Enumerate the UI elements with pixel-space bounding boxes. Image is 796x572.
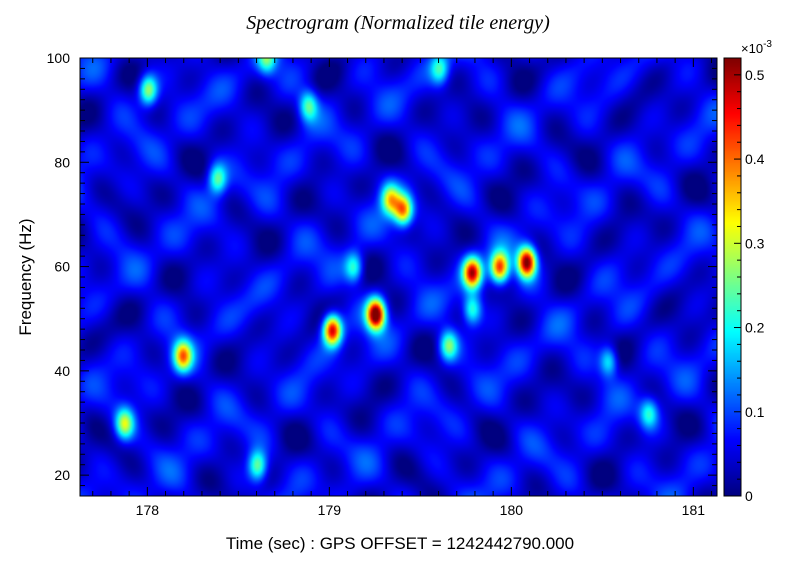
y-tick-label: 80: [54, 154, 70, 170]
colorbar-tick-label: 0.2: [745, 320, 765, 336]
y-tick-label: 60: [54, 259, 70, 275]
y-tick-label: 40: [54, 363, 70, 379]
x-axis-label: Time (sec) : GPS OFFSET = 1242442790.000: [225, 534, 575, 553]
y-axis: 20 40 60 80 100: [47, 50, 717, 497]
colorbar-exponent-power: -3: [763, 39, 772, 50]
y-axis-label: Frequency (Hz): [16, 218, 35, 336]
colorbar-tick-label: 0.4: [745, 151, 765, 167]
x-tick-label: 181: [682, 502, 706, 518]
x-axis: 178 179 180 181: [92, 58, 713, 518]
colorbar-exponent-base: ×10: [741, 41, 763, 56]
x-tick-label: 180: [500, 502, 524, 518]
colorbar-tick-label: 0.1: [745, 404, 765, 420]
y-tick-label: 100: [47, 50, 71, 66]
spectrogram-heatmap: [80, 58, 717, 496]
colorbar-tick-label: 0.5: [745, 67, 765, 83]
colorbar-tick-label: 0: [745, 488, 753, 504]
chart-title: Spectrogram (Normalized tile energy): [246, 12, 550, 34]
x-tick-label: 179: [318, 502, 342, 518]
colorbar-axis: 0 0.1 0.2 0.3 0.4 0.5: [734, 57, 765, 504]
x-tick-label: 178: [136, 502, 160, 518]
colorbar-exponent-label: ×10-3: [741, 39, 772, 56]
colorbar-tick-label: 0.3: [745, 235, 765, 251]
y-tick-label: 20: [54, 467, 70, 483]
colorbar-gradient: [724, 58, 741, 496]
